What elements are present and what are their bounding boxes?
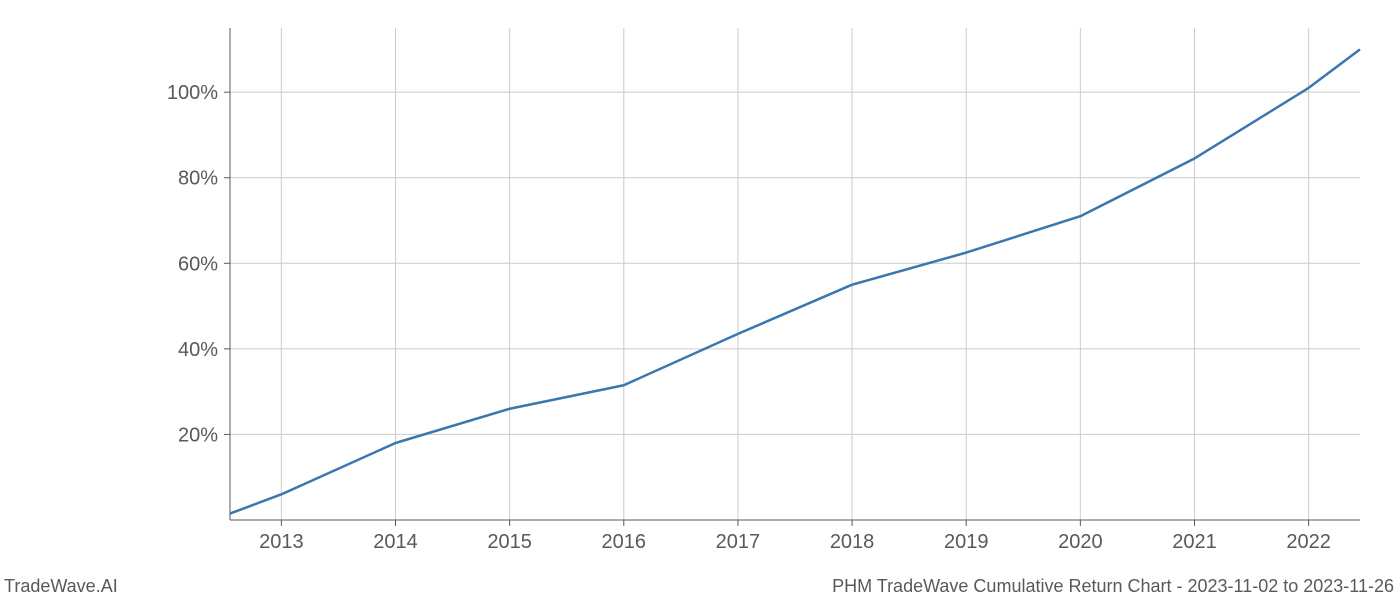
x-tick-label: 2016 (602, 531, 647, 553)
x-tick-label: 2014 (373, 531, 418, 553)
footer-left-label: TradeWave.AI (4, 576, 118, 596)
x-tick-label: 2015 (487, 531, 532, 553)
x-tick-label: 2020 (1058, 531, 1103, 553)
x-tick-label: 2019 (944, 531, 989, 553)
y-tick-label: 100% (167, 82, 218, 104)
x-tick-label: 2017 (716, 531, 761, 553)
chart-container: 2013 2014 2015 2016 2017 2018 2019 2020 2021 2022… (0, 0, 1400, 600)
y-tick-label: 80% (178, 168, 218, 190)
x-tick-label: 2013 (259, 531, 304, 553)
x-tick-label: 2018 (830, 531, 875, 553)
y-tick-label: 20% (178, 424, 218, 446)
x-tick-label: 2022 (1286, 531, 1331, 553)
data-line (230, 49, 1360, 513)
y-tick-label: 60% (178, 253, 218, 275)
line-chart: 2013 2014 2015 2016 2017 2018 2019 2020 2021 2022… (0, 0, 1400, 600)
y-tick-label: 40% (178, 339, 218, 361)
x-tick-label: 2021 (1172, 531, 1217, 553)
footer-right-label: PHM TradeWave Cumulative Return Chart - … (832, 576, 1394, 596)
